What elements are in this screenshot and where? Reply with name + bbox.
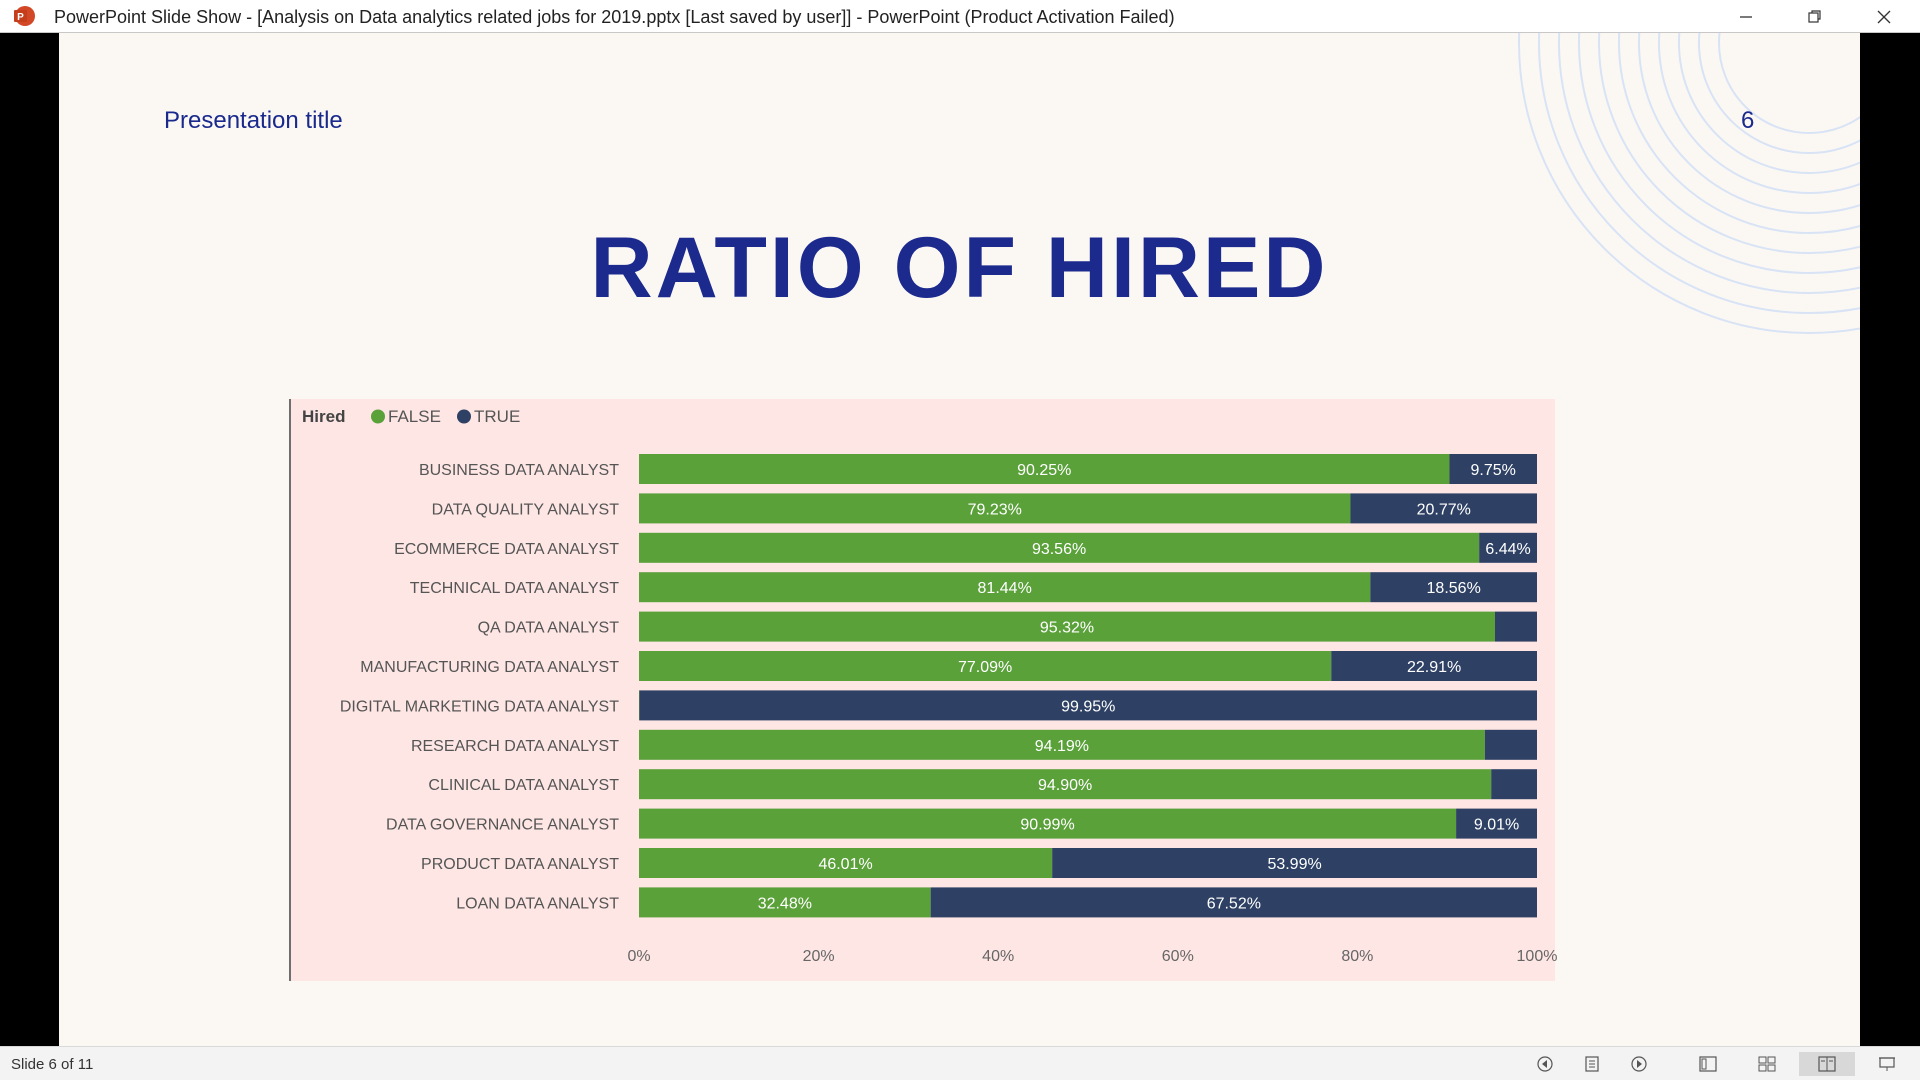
slide-number: 6 (1741, 107, 1755, 134)
chart-panel: Hired FALSE TRUE BUSINESS DATA ANALYST 90.25… (289, 399, 1557, 981)
legend-marker-true (457, 409, 471, 424)
x-tick-label: 0% (627, 948, 650, 965)
next-slide-button[interactable] (1625, 1052, 1653, 1076)
next-slide-icon (1631, 1056, 1647, 1072)
slide-info: Slide 6 of 11 (11, 1056, 94, 1073)
bar-false (639, 532, 1480, 563)
x-tick-label: 100% (1517, 948, 1557, 965)
category-label: RESEARCH DATA ANALYST (411, 738, 619, 755)
category-label: MANUFACTURING DATA ANALYST (360, 659, 619, 676)
category-label: CLINICAL DATA ANALYST (428, 777, 619, 794)
data-label: 20.77% (1417, 501, 1471, 518)
data-label: 22.91% (1407, 659, 1461, 676)
presentation-title: Presentation title (164, 107, 343, 134)
bar-false (639, 611, 1495, 642)
data-label: 79.23% (968, 501, 1022, 518)
bar-true (1370, 572, 1537, 603)
data-label: 6.44% (1485, 541, 1530, 558)
legend-marker-false (371, 409, 385, 424)
data-label: 94.90% (1038, 777, 1092, 794)
category-label: LOAN DATA ANALYST (456, 895, 619, 912)
data-label: 9.01% (1474, 817, 1519, 834)
slide-sorter-icon (1758, 1056, 1776, 1072)
close-icon (1877, 10, 1891, 23)
normal-view-icon (1699, 1056, 1717, 1072)
legend-title: Hired (302, 407, 345, 426)
stacked-bar-chart: Hired FALSE TRUE BUSINESS DATA ANALYST 90.25… (302, 407, 1557, 965)
bar-true (1479, 532, 1537, 563)
data-label: 77.09% (958, 659, 1012, 676)
reading-view-icon (1818, 1056, 1836, 1072)
x-tick-label: 20% (803, 948, 835, 965)
data-label: 46.01% (818, 856, 872, 873)
bar-true (1491, 769, 1537, 800)
normal-view-button[interactable] (1694, 1052, 1722, 1076)
category-label: DATA GOVERNANCE ANALYST (386, 817, 619, 834)
notes-button[interactable] (1578, 1052, 1606, 1076)
close-button[interactable] (1856, 0, 1912, 33)
bar-true (1350, 493, 1537, 524)
category-label: TECHNICAL DATA ANALYST (410, 580, 619, 597)
previous-slide-button[interactable] (1531, 1052, 1559, 1076)
data-label: 95.32% (1040, 620, 1094, 637)
bar-true (1484, 729, 1537, 760)
bar-false (639, 651, 1332, 681)
notes-icon (1585, 1056, 1599, 1072)
category-label: PRODUCT DATA ANALYST (421, 856, 619, 873)
data-label: 53.99% (1267, 856, 1321, 873)
bar-false (639, 769, 1492, 800)
slideshow-icon (1879, 1057, 1895, 1071)
data-label: 81.44% (978, 580, 1032, 597)
minimize-icon (1740, 15, 1752, 18)
data-label: 94.19% (1035, 738, 1089, 755)
bar-true (1449, 454, 1537, 484)
powerpoint-icon: P (14, 6, 35, 26)
data-label: 99.95% (1061, 698, 1115, 715)
x-tick-label: 40% (982, 948, 1014, 965)
category-label: QA DATA ANALYST (478, 620, 620, 637)
bar-true (930, 887, 1537, 918)
bar-false (639, 729, 1485, 760)
bar-true (1331, 651, 1537, 681)
status-bar: Slide 6 of 11 (0, 1046, 1920, 1080)
slide-sorter-button[interactable] (1753, 1052, 1781, 1076)
x-tick-label: 60% (1162, 948, 1194, 965)
bar-true (639, 690, 1537, 721)
category-label: ECOMMERCE DATA ANALYST (394, 541, 619, 558)
bar-false (639, 572, 1371, 603)
concentric-arcs-decoration (1518, 33, 1860, 334)
data-label: 18.56% (1427, 580, 1481, 597)
bar-false (639, 493, 1351, 524)
slide-heading: RATIO OF HIRED (590, 220, 1329, 316)
bar-true (1052, 848, 1537, 878)
reading-view-button[interactable] (1799, 1052, 1855, 1076)
bar-false (639, 454, 1450, 484)
slide: Presentation title 6 RATIO OF HIRED Hire… (59, 33, 1860, 1046)
legend-label-false: FALSE (388, 407, 441, 426)
bar-false (639, 887, 931, 918)
category-label: DATA QUALITY ANALYST (432, 501, 620, 518)
bar-false (639, 848, 1053, 878)
data-label: 9.75% (1471, 462, 1516, 479)
category-label: BUSINESS DATA ANALYST (419, 462, 619, 479)
bar-true (1494, 611, 1537, 642)
category-label: DIGITAL MARKETING DATA ANALYST (340, 698, 619, 715)
svg-text:P: P (17, 12, 24, 23)
data-label: 93.56% (1032, 541, 1086, 558)
title-bar: P PowerPoint Slide Show - [Analysis on D… (0, 0, 1920, 33)
previous-slide-icon (1537, 1056, 1553, 1072)
legend-label-true: TRUE (474, 407, 520, 426)
restore-icon (1808, 9, 1821, 23)
data-label: 90.25% (1017, 462, 1071, 479)
data-label: 90.99% (1020, 817, 1074, 834)
data-label: 32.48% (758, 895, 812, 912)
data-label: 67.52% (1207, 895, 1261, 912)
slideshow-button[interactable] (1873, 1052, 1901, 1076)
x-tick-label: 80% (1341, 948, 1373, 965)
bar-false (639, 808, 1457, 839)
minimize-button[interactable] (1718, 0, 1774, 33)
restore-button[interactable] (1787, 0, 1843, 33)
bar-true (1456, 808, 1537, 839)
window-title: PowerPoint Slide Show - [Analysis on Dat… (54, 7, 1175, 27)
